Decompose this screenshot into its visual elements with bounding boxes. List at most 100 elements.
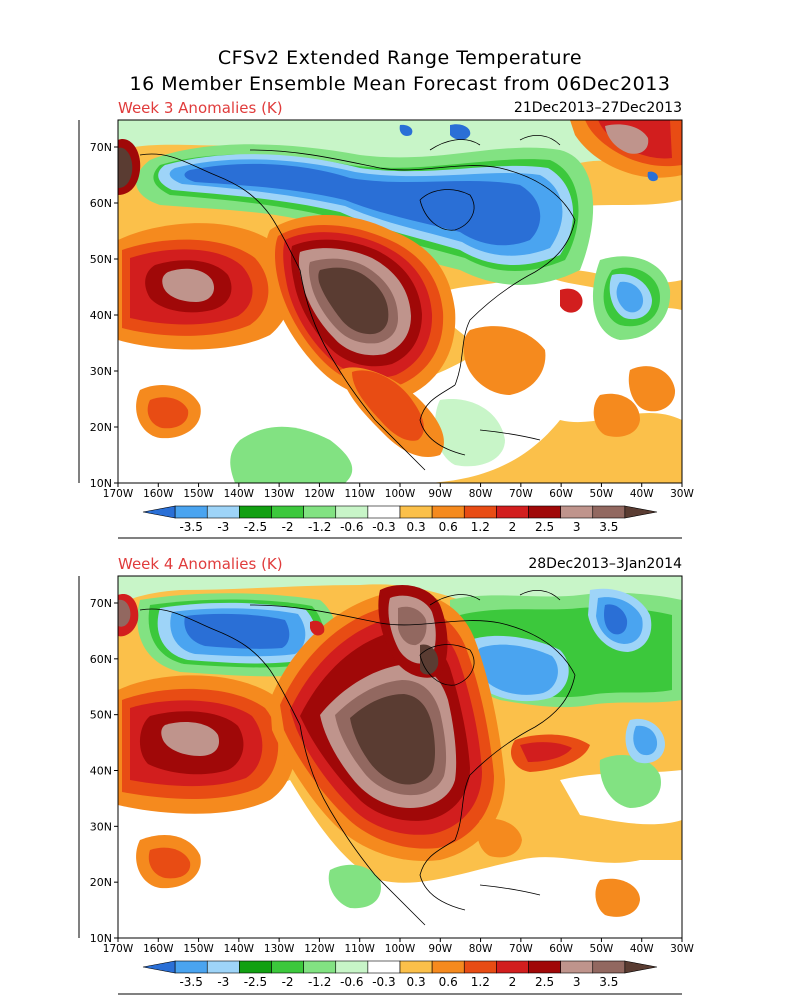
week3-colorbar-label: 0.6: [439, 520, 458, 534]
week3-colorbar-label: 2.5: [535, 520, 554, 534]
week3-colorbar-swatch: [624, 505, 658, 519]
week3-colorbar-label: -0.6: [340, 520, 363, 534]
week4-lon-label: 120W: [304, 943, 335, 955]
week4-colorbar-swatch: [367, 960, 401, 974]
week4-lat-label: 20N: [90, 876, 112, 889]
week4-lat-label: 10N: [90, 932, 112, 945]
week3-colorbar-swatch: [335, 505, 369, 519]
week4-lon-label: 30W: [670, 943, 694, 955]
week3-lon-label: 100W: [385, 488, 416, 500]
week4-colorbar-swatch: [560, 960, 594, 974]
week4-colorbar-label: -0.6: [340, 975, 363, 989]
week3-lon-label: 90W: [428, 488, 452, 500]
week3-colorbar-swatch: [142, 505, 176, 519]
week4-dates: 28Dec2013–3Jan2014: [528, 556, 682, 572]
week3-lon-label: 40W: [630, 488, 654, 500]
week4-lon-label: 150W: [183, 943, 214, 955]
week4-lat-label: 70N: [90, 597, 112, 610]
week4-lon-label: 80W: [469, 943, 493, 955]
week3-lon-label: 70W: [509, 488, 533, 500]
week3-colorbar-swatch: [303, 505, 337, 519]
week3-lon-label: 60W: [549, 488, 573, 500]
week3-lon-label: 150W: [183, 488, 214, 500]
week3-colorbar-label: -3.5: [179, 520, 202, 534]
week3-lat-label: 30N: [90, 365, 112, 378]
week4-colorbar-swatch: [463, 960, 497, 974]
week3-colorbar-label: 1.2: [471, 520, 490, 534]
week4-colorbar-swatch: [239, 960, 272, 974]
week4-colorbar-label: 1.2: [471, 975, 490, 989]
week3-lat-label: 60N: [90, 197, 112, 210]
week3-lon-label: 160W: [143, 488, 174, 500]
week3-lon-label: 170W: [103, 488, 134, 500]
week4-colorbar-label: 3: [573, 975, 581, 989]
week4-lat-label: 50N: [90, 709, 112, 722]
week3-dates: 21Dec2013–27Dec2013: [513, 100, 682, 116]
week3-lon-label: 50W: [590, 488, 614, 500]
week4-colorbar-swatch: [174, 960, 208, 974]
week4-lon-label: 100W: [385, 943, 416, 955]
week3-colorbar-label: -2: [282, 520, 294, 534]
week4-lat-label: 30N: [90, 820, 112, 833]
week4-colorbar-label: -1.2: [308, 975, 331, 989]
week3-colorbar-swatch: [206, 505, 240, 519]
week4-lat-label: 40N: [90, 765, 112, 778]
week3-lat-label: 10N: [90, 477, 112, 490]
week4-colorbar-label: 0.3: [407, 975, 426, 989]
week3-colorbar-swatch: [496, 505, 529, 519]
week4-colorbar-swatch: [496, 960, 529, 974]
week4-lon-label: 110W: [344, 943, 375, 955]
week3-colorbar-label: -3: [217, 520, 229, 534]
week3-colorbar-label: 0.3: [407, 520, 426, 534]
week3-label: Week 3 Anomalies (K): [118, 99, 283, 117]
week3-colorbar-label: 3.5: [599, 520, 618, 534]
week4-colorbar-swatch: [624, 960, 658, 974]
week4-colorbar-swatch: [592, 960, 626, 974]
week3-colorbar: -3.5 -3 -2.5 -2 -1.2 -0.6 -0.3 0.3 0.6 1.2 2 2.5 3 3.…: [142, 505, 658, 534]
week3-colorbar-swatch: [463, 505, 497, 519]
week4-colorbar-label: 2: [509, 975, 517, 989]
week3-colorbar-swatch: [399, 505, 433, 519]
week3-lat-label: 70N: [90, 141, 112, 154]
week3-colorbar-label: 2: [509, 520, 517, 534]
week3-colorbar-label: -0.3: [372, 520, 395, 534]
week3-lon-label: 130W: [264, 488, 295, 500]
week3-colorbar-swatch: [528, 505, 561, 519]
week3-colorbar-label: 3: [573, 520, 581, 534]
week4-lon-label: 140W: [224, 943, 255, 955]
week4-colorbar-swatch: [528, 960, 561, 974]
week4-colorbar-label: -3: [217, 975, 229, 989]
week4-lon-label: 160W: [143, 943, 174, 955]
week3-colorbar-swatch: [367, 505, 401, 519]
week4-colorbar-label: -0.3: [372, 975, 395, 989]
week3-map: [118, 120, 682, 483]
week4-colorbar: -3.5 -3 -2.5 -2 -1.2 -0.6 -0.3 0.3 0.6 1.2 2 2.5 3 3.…: [142, 960, 658, 989]
week4-colorbar-swatch: [206, 960, 240, 974]
week3-lat-label: 40N: [90, 309, 112, 322]
week3-lon-label: 140W: [224, 488, 255, 500]
week4-colorbar-label: -2: [282, 975, 294, 989]
week4-label: Week 4 Anomalies (K): [118, 555, 283, 573]
week4-lat-label: 60N: [90, 653, 112, 666]
week3-colorbar-swatch: [271, 505, 304, 519]
week3-lon-label: 80W: [469, 488, 493, 500]
week4-lon-label: 170W: [103, 943, 134, 955]
week4-colorbar-label: -3.5: [179, 975, 202, 989]
week3-colorbar-swatch: [431, 505, 465, 519]
week4-colorbar-swatch: [142, 960, 176, 974]
week4-colorbar-label: 2.5: [535, 975, 554, 989]
week4-colorbar-label: 3.5: [599, 975, 618, 989]
week4-colorbar-label: 0.6: [439, 975, 458, 989]
week4-colorbar-swatch: [431, 960, 465, 974]
week3-colorbar-swatch: [592, 505, 626, 519]
week4-lon-label: 50W: [590, 943, 614, 955]
week4-lon-label: 90W: [428, 943, 452, 955]
week3-colorbar-swatch: [560, 505, 594, 519]
week4-colorbar-swatch: [303, 960, 337, 974]
week4-lon-label: 130W: [264, 943, 295, 955]
week4-colorbar-swatch: [271, 960, 304, 974]
week3-lon-label: 120W: [304, 488, 335, 500]
week3-lon-label: 30W: [670, 488, 694, 500]
